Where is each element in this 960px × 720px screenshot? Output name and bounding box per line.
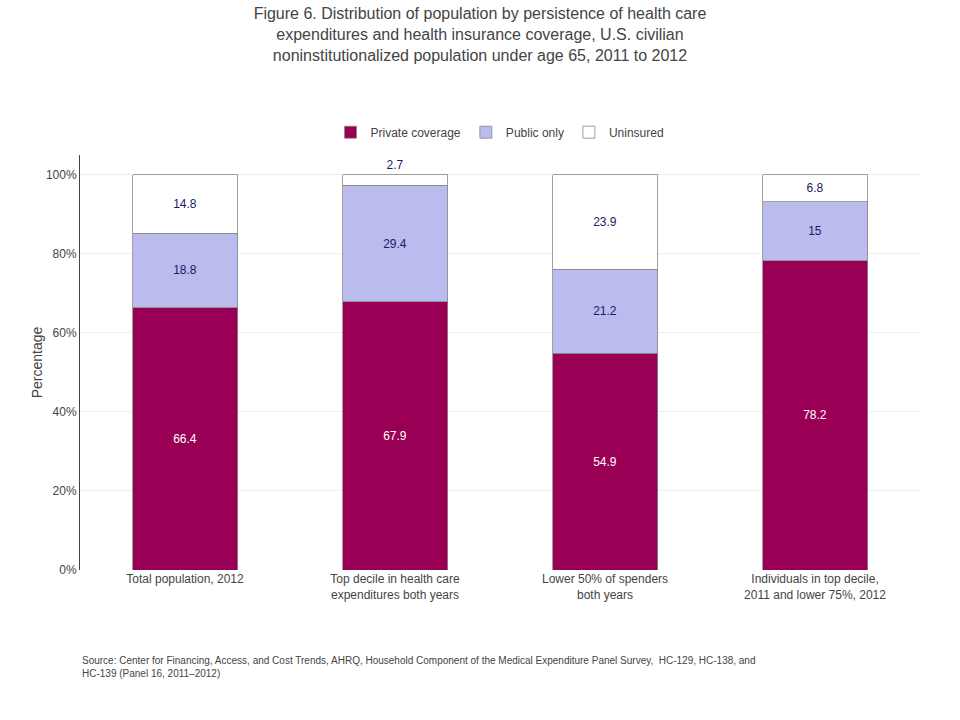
svg-text:23.9: 23.9 bbox=[593, 215, 617, 229]
svg-text:Uninsured: Uninsured bbox=[609, 126, 664, 140]
svg-text:Top decile in health careexpen: Top decile in health careexpenditures bo… bbox=[330, 572, 460, 602]
svg-text:15: 15 bbox=[808, 224, 822, 238]
svg-text:66.4: 66.4 bbox=[173, 432, 197, 446]
svg-text:Percentage: Percentage bbox=[29, 326, 45, 398]
svg-text:Lower 50% of spendersboth year: Lower 50% of spendersboth years bbox=[542, 572, 668, 602]
svg-text:Private coverage: Private coverage bbox=[371, 126, 461, 140]
svg-text:18.8: 18.8 bbox=[173, 263, 197, 277]
svg-text:29.4: 29.4 bbox=[383, 237, 407, 251]
svg-text:40%: 40% bbox=[53, 405, 77, 419]
svg-text:Figure 6. Distribution of popu: Figure 6. Distribution of population by … bbox=[254, 5, 707, 64]
svg-text:2.7: 2.7 bbox=[386, 158, 403, 172]
svg-text:Total population, 2012: Total population, 2012 bbox=[126, 572, 244, 586]
svg-text:78.2: 78.2 bbox=[803, 408, 827, 422]
svg-text:14.8: 14.8 bbox=[173, 197, 197, 211]
svg-text:20%: 20% bbox=[53, 484, 77, 498]
svg-text:Public only: Public only bbox=[506, 126, 564, 140]
svg-text:100%: 100% bbox=[46, 168, 77, 182]
svg-text:6.8: 6.8 bbox=[806, 181, 823, 195]
svg-text:54.9: 54.9 bbox=[593, 455, 617, 469]
svg-text:Source: Center for Financing,: Source: Center for Financing, Access, an… bbox=[82, 655, 756, 679]
svg-text:80%: 80% bbox=[53, 247, 77, 261]
svg-text:60%: 60% bbox=[53, 326, 77, 340]
svg-text:Individuals in top decile,2011: Individuals in top decile,2011 and lower… bbox=[744, 572, 886, 602]
svg-text:67.9: 67.9 bbox=[383, 429, 407, 443]
svg-text:0%: 0% bbox=[59, 563, 77, 577]
svg-text:21.2: 21.2 bbox=[593, 304, 617, 318]
